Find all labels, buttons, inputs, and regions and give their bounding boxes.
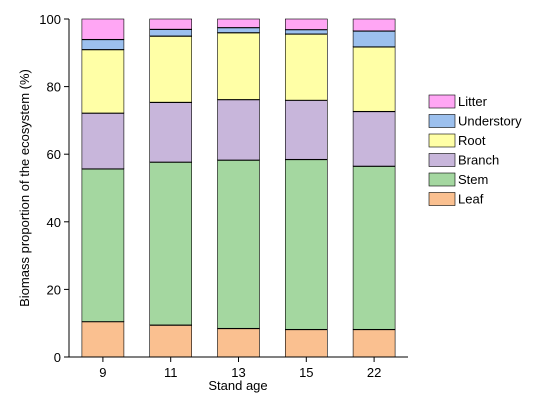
- bars-group: [81, 18, 396, 358]
- y-tick-label: 100: [39, 12, 61, 27]
- legend-label-stem: Stem: [458, 172, 488, 187]
- bar-segment-litter-22: [352, 18, 396, 32]
- x-tick-label: 22: [367, 365, 381, 380]
- bar-segment-branch-13: [217, 99, 260, 161]
- bar-segment-stem-11: [149, 161, 192, 326]
- x-tick-label: 11: [164, 365, 178, 380]
- y-tick-label: 40: [47, 215, 61, 230]
- bar-segment-litter-15: [284, 18, 328, 30]
- y-tick-label: 80: [47, 80, 61, 95]
- bar-segment-stem-13: [217, 159, 260, 329]
- y-tick-label: 60: [47, 147, 61, 162]
- legend-label-root: Root: [458, 133, 486, 148]
- bar-segment-root-15: [284, 33, 328, 101]
- bar-segment-leaf-11: [149, 324, 192, 358]
- legend-label-litter: Litter: [458, 94, 488, 109]
- bar-segment-stem-15: [284, 158, 328, 330]
- y-tick-label: 0: [54, 350, 61, 365]
- bar-segment-root-22: [352, 46, 396, 112]
- bar-segment-litter-11: [149, 18, 192, 30]
- bar-segment-root-11: [149, 35, 192, 103]
- bar-segment-litter-9: [81, 18, 125, 40]
- y-ticks-group: 0 20 40 60 80 100: [39, 12, 69, 365]
- bar-segment-root-9: [81, 49, 125, 114]
- legend-swatch-root: [428, 133, 456, 148]
- legend-label-leaf: Leaf: [458, 192, 484, 207]
- y-tick-label: 20: [47, 282, 61, 297]
- x-tick-label: 15: [299, 365, 313, 380]
- bar-segment-understory-22: [352, 30, 396, 48]
- bar-segment-branch-11: [149, 101, 192, 163]
- y-axis-title: Biomass proportion of the ecosystem (%): [17, 69, 32, 307]
- x-tick-label: 9: [99, 365, 106, 380]
- bar-segment-branch-9: [81, 112, 125, 170]
- bar-segment-understory-9: [81, 38, 125, 50]
- bar-segment-branch-22: [352, 110, 396, 167]
- x-ticks-group: 9 11 13 15 22: [99, 357, 381, 380]
- bar-segment-leaf-22: [352, 328, 396, 358]
- legend-swatch-leaf: [428, 192, 456, 206]
- legend-swatch-understory: [428, 114, 456, 128]
- bar-segment-stem-22: [352, 165, 396, 330]
- legend-label-branch: Branch: [458, 153, 499, 168]
- bar-segment-branch-15: [284, 99, 328, 160]
- bar-segment-leaf-13: [217, 327, 260, 358]
- legend-swatch-branch: [428, 153, 456, 167]
- bar-segment-leaf-9: [81, 321, 125, 358]
- bar-segment-stem-9: [81, 168, 125, 322]
- legend-swatch-stem: [428, 172, 456, 187]
- bar-segment-leaf-15: [284, 328, 328, 358]
- bar-segment-root-13: [217, 32, 260, 100]
- bar-segment-litter-13: [217, 18, 260, 28]
- legend-swatch-litter: [428, 94, 456, 109]
- legend-label-understory: Understory: [458, 114, 522, 129]
- legend: Litter Understory Root Branch Stem Leaf: [428, 94, 522, 207]
- bar-segment-understory-11: [149, 28, 192, 37]
- x-tick-label: 13: [231, 365, 245, 380]
- x-axis-title: Stand age: [208, 378, 267, 393]
